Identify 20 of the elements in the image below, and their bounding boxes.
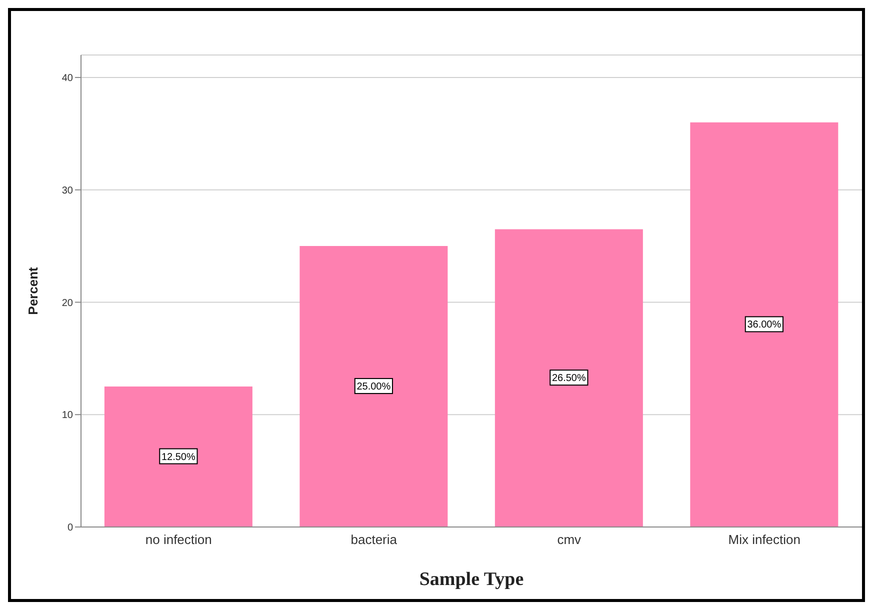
x-axis-title: Sample Type bbox=[419, 569, 524, 590]
y-tick-label: 10 bbox=[62, 410, 74, 422]
data-label: 25.00% bbox=[356, 382, 391, 393]
bar bbox=[494, 229, 643, 527]
x-tick-label: Mix infection bbox=[728, 532, 800, 548]
y-tick-label: 40 bbox=[62, 73, 74, 84]
y-axis-title: Percent bbox=[26, 266, 41, 315]
frame-border: no infection bacteria cmv Mix infection Sample Type 0 10 20 30 40 Percent 12.50% 25.00% 26.50% 36.00% bbox=[8, 8, 865, 602]
x-tick-label: bacteria bbox=[350, 532, 398, 548]
x-tick-label: cmv bbox=[557, 532, 582, 548]
bar bbox=[104, 386, 252, 527]
bar bbox=[690, 122, 838, 527]
y-tick-label: 30 bbox=[62, 185, 74, 196]
data-label: 26.50% bbox=[552, 373, 586, 384]
data-label: 12.50% bbox=[161, 452, 196, 463]
bar bbox=[300, 246, 448, 527]
y-tick-label: 20 bbox=[62, 298, 74, 309]
y-tick-label: 0 bbox=[67, 522, 74, 534]
data-label: 36.00% bbox=[747, 320, 782, 331]
x-tick-label: no infection bbox=[145, 532, 212, 548]
